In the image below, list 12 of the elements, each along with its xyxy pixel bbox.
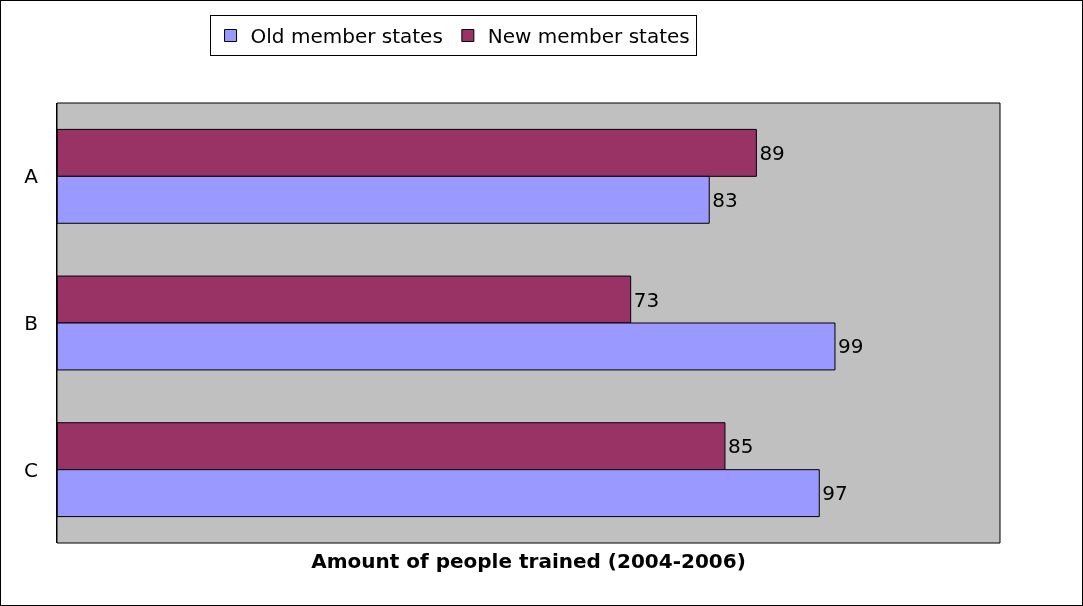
y-tick-label: B bbox=[24, 311, 38, 335]
legend-label: Old member states bbox=[250, 24, 443, 49]
y-tick-label: A bbox=[24, 164, 39, 189]
y-tick-label: C bbox=[24, 457, 38, 482]
legend-label: New member states bbox=[487, 24, 690, 49]
data-label: 73 bbox=[633, 287, 660, 312]
data-label: 97 bbox=[822, 481, 848, 506]
data-label: 89 bbox=[759, 140, 785, 165]
x-axis-title: Amount of people trained (2004-2006) bbox=[311, 548, 746, 573]
data-label: 85 bbox=[727, 434, 754, 459]
data-label: 83 bbox=[712, 187, 738, 212]
data-label: 99 bbox=[837, 334, 864, 359]
